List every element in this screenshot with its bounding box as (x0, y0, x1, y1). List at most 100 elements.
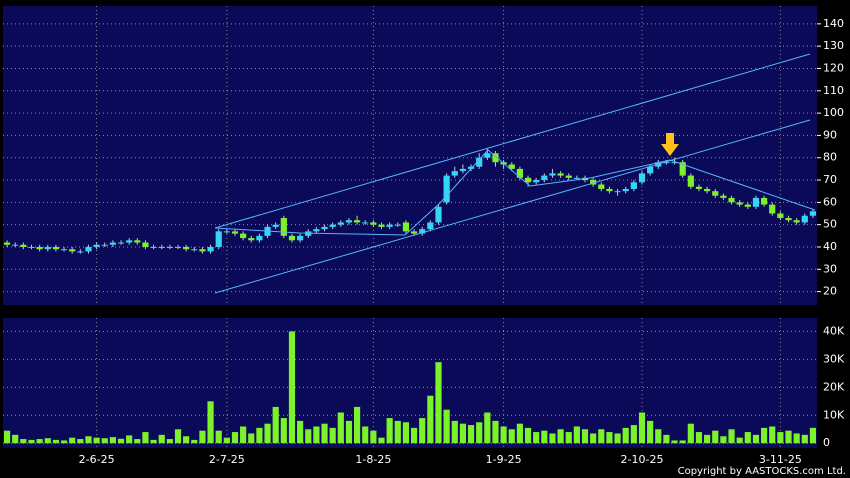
volume-bar (288, 331, 296, 444)
volume-bar (760, 427, 768, 444)
volume-bar (337, 412, 344, 444)
volume-bar (704, 434, 711, 444)
volume-bar (451, 420, 458, 444)
volume-bar (752, 434, 760, 444)
candle-body (549, 173, 556, 176)
volume-bar (150, 439, 157, 444)
candle-body (150, 246, 157, 248)
volume-bar (142, 432, 149, 444)
volume-bar (809, 427, 817, 444)
candle-body (280, 217, 287, 236)
candle-body (712, 191, 719, 196)
candle-body (451, 171, 458, 176)
candle-body (557, 173, 564, 176)
candle-body (44, 246, 51, 250)
volume-bar (687, 423, 694, 444)
volume-bar (199, 430, 206, 444)
volume-bar (500, 426, 507, 444)
volume-bar (419, 418, 426, 444)
volume-bar (679, 440, 686, 444)
candle-body (52, 246, 60, 250)
volume-bar (109, 437, 116, 444)
candle-body (240, 233, 247, 239)
candle-body (777, 213, 784, 218)
volume-bar (240, 426, 247, 444)
candle-body (606, 188, 613, 192)
volume-bar (435, 362, 442, 444)
candle-body (630, 182, 637, 189)
volume-tick-label: 20K (823, 380, 845, 393)
candle-body (590, 180, 597, 185)
candle-body (256, 235, 263, 241)
candle-body (93, 244, 100, 247)
candle-body (207, 246, 214, 252)
candle-body (736, 202, 743, 205)
volume-bar (573, 426, 580, 444)
plot: 20 30 40 50 60 70 80 90 100 110 120 130 140 0 10K 20K 30… (3, 6, 845, 466)
candle-body (533, 180, 540, 183)
candle-body (12, 244, 19, 246)
volume-bar (44, 438, 51, 444)
candle-body (69, 249, 76, 252)
candle-body (134, 240, 141, 243)
candle-body (223, 231, 230, 233)
volume-bar (370, 430, 377, 444)
volume-panel (3, 318, 817, 448)
volume-tick-label: 10K (823, 408, 845, 421)
volume-bar (443, 409, 450, 444)
volume-bar (728, 429, 735, 444)
channel-upper (214, 53, 811, 229)
arrow-shaft (666, 133, 674, 144)
volume-bar (606, 432, 613, 444)
volume-bar (492, 420, 499, 444)
candle-body (329, 224, 336, 227)
candle-body (443, 175, 450, 203)
candle-body (386, 224, 393, 227)
candle-body (313, 229, 320, 232)
candle-body (117, 242, 125, 244)
candle-body (663, 162, 670, 164)
candle-body (744, 204, 751, 207)
candle-body (728, 197, 735, 203)
y-tick-label: 50 (823, 218, 837, 231)
volume-bar (720, 436, 727, 444)
volume-bar (85, 436, 92, 444)
volume-bar (183, 436, 190, 444)
candle-body (166, 246, 173, 248)
y-tick-label: 90 (823, 128, 837, 141)
candle-body (174, 246, 182, 248)
y-tick-label: 120 (823, 61, 844, 74)
volume-bar (638, 412, 646, 444)
candle-body (492, 153, 499, 163)
volume-bar (215, 430, 222, 444)
x-tick-label: 2-7-25 (209, 453, 245, 466)
candle-body (647, 166, 654, 174)
volume-bar (508, 429, 515, 444)
volume-bar (516, 423, 523, 444)
volume-bar (12, 434, 19, 444)
candle-body (720, 195, 727, 198)
x-tick-label: 2-6-25 (79, 453, 115, 466)
volume-bar (598, 429, 605, 444)
volume-bar (158, 434, 165, 444)
candle-body (573, 177, 580, 179)
y-tick-label: 110 (823, 84, 844, 97)
volume-bar (191, 439, 198, 444)
candle-body (28, 246, 35, 248)
y-tick-label: 80 (823, 151, 837, 164)
volume-bar (353, 406, 361, 444)
volume-bar (345, 420, 353, 444)
candle-body (508, 164, 515, 169)
candle-body (801, 215, 808, 223)
price-panel (3, 6, 817, 305)
volume-bar (36, 439, 43, 444)
candle-body (191, 249, 198, 251)
volume-bar (712, 430, 719, 444)
volume-bar (126, 435, 133, 444)
volume-bar (305, 429, 312, 444)
volume-bar (647, 420, 654, 444)
copyright: Copyright by AASTOCKS.com Ltd. (678, 466, 846, 477)
candle-body (77, 251, 84, 253)
volume-bar (622, 427, 629, 444)
